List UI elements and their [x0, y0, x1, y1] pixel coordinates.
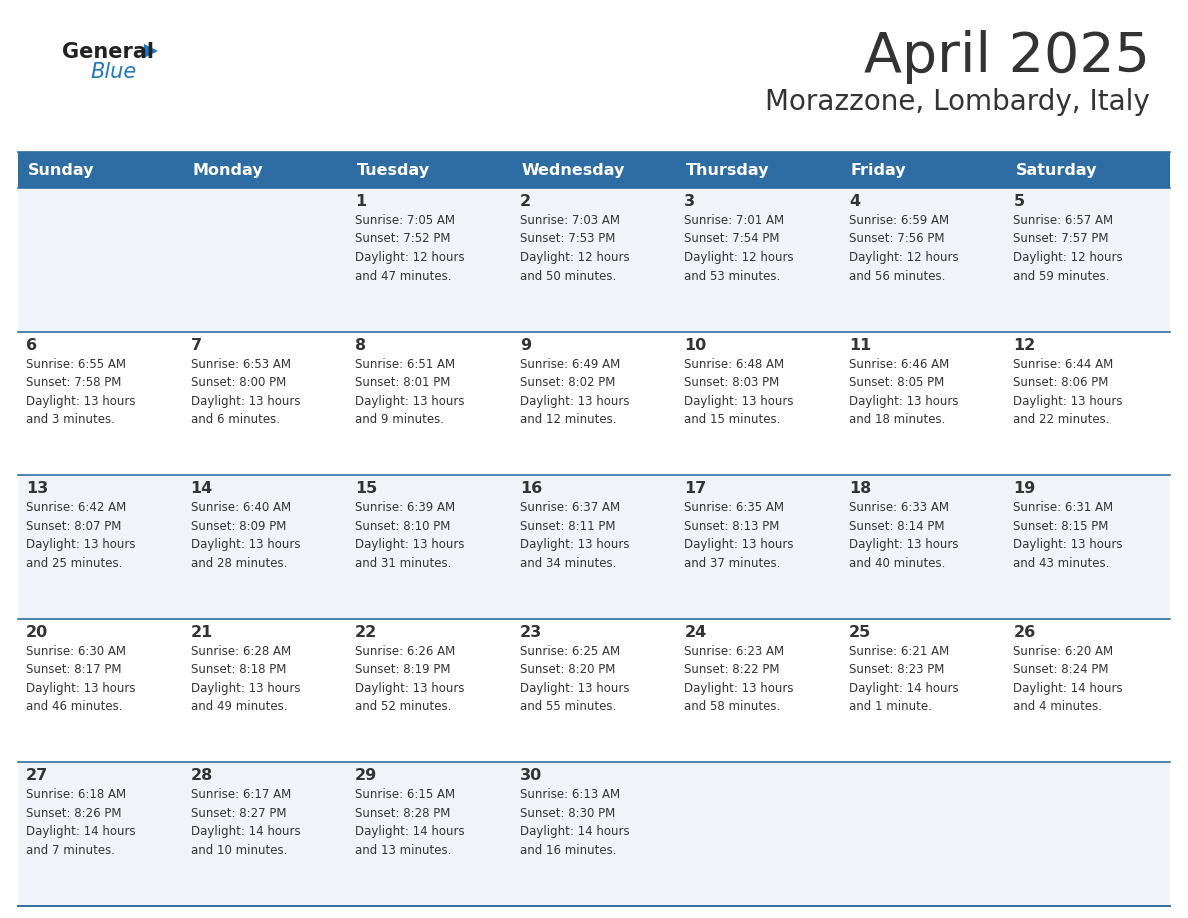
Text: Sunrise: 6:23 AM
Sunset: 8:22 PM
Daylight: 13 hours
and 58 minutes.: Sunrise: 6:23 AM Sunset: 8:22 PM Dayligh…: [684, 644, 794, 713]
Text: 8: 8: [355, 338, 366, 353]
Bar: [18, 619, 1170, 763]
Text: Sunrise: 6:13 AM
Sunset: 8:30 PM
Daylight: 14 hours
and 16 minutes.: Sunrise: 6:13 AM Sunset: 8:30 PM Dayligh…: [519, 789, 630, 856]
Text: Sunrise: 6:25 AM
Sunset: 8:20 PM
Daylight: 13 hours
and 55 minutes.: Sunrise: 6:25 AM Sunset: 8:20 PM Dayligh…: [519, 644, 630, 713]
Text: 12: 12: [1013, 338, 1036, 353]
Text: Sunrise: 6:30 AM
Sunset: 8:17 PM
Daylight: 13 hours
and 46 minutes.: Sunrise: 6:30 AM Sunset: 8:17 PM Dayligh…: [26, 644, 135, 713]
Text: 19: 19: [1013, 481, 1036, 497]
Text: General: General: [62, 42, 154, 62]
Bar: [18, 763, 1170, 906]
Text: Sunrise: 7:03 AM
Sunset: 7:53 PM
Daylight: 12 hours
and 50 minutes.: Sunrise: 7:03 AM Sunset: 7:53 PM Dayligh…: [519, 214, 630, 283]
Text: Sunrise: 6:49 AM
Sunset: 8:02 PM
Daylight: 13 hours
and 12 minutes.: Sunrise: 6:49 AM Sunset: 8:02 PM Dayligh…: [519, 358, 630, 426]
Text: 15: 15: [355, 481, 378, 497]
Text: 29: 29: [355, 768, 378, 783]
Text: 7: 7: [190, 338, 202, 353]
Text: Sunrise: 6:51 AM
Sunset: 8:01 PM
Daylight: 13 hours
and 9 minutes.: Sunrise: 6:51 AM Sunset: 8:01 PM Dayligh…: [355, 358, 465, 426]
Bar: [18, 476, 1170, 619]
Text: 23: 23: [519, 625, 542, 640]
Text: Sunrise: 6:40 AM
Sunset: 8:09 PM
Daylight: 13 hours
and 28 minutes.: Sunrise: 6:40 AM Sunset: 8:09 PM Dayligh…: [190, 501, 301, 570]
Text: Sunday: Sunday: [29, 162, 95, 177]
Text: Saturday: Saturday: [1016, 162, 1097, 177]
Text: 11: 11: [849, 338, 871, 353]
Text: Sunrise: 6:48 AM
Sunset: 8:03 PM
Daylight: 13 hours
and 15 minutes.: Sunrise: 6:48 AM Sunset: 8:03 PM Dayligh…: [684, 358, 794, 426]
Text: Sunrise: 6:44 AM
Sunset: 8:06 PM
Daylight: 13 hours
and 22 minutes.: Sunrise: 6:44 AM Sunset: 8:06 PM Dayligh…: [1013, 358, 1123, 426]
Text: 9: 9: [519, 338, 531, 353]
Text: Sunrise: 6:15 AM
Sunset: 8:28 PM
Daylight: 14 hours
and 13 minutes.: Sunrise: 6:15 AM Sunset: 8:28 PM Dayligh…: [355, 789, 465, 856]
Text: Sunrise: 6:59 AM
Sunset: 7:56 PM
Daylight: 12 hours
and 56 minutes.: Sunrise: 6:59 AM Sunset: 7:56 PM Dayligh…: [849, 214, 959, 283]
Text: Tuesday: Tuesday: [358, 162, 430, 177]
Text: Sunrise: 6:37 AM
Sunset: 8:11 PM
Daylight: 13 hours
and 34 minutes.: Sunrise: 6:37 AM Sunset: 8:11 PM Dayligh…: [519, 501, 630, 570]
Text: Sunrise: 6:55 AM
Sunset: 7:58 PM
Daylight: 13 hours
and 3 minutes.: Sunrise: 6:55 AM Sunset: 7:58 PM Dayligh…: [26, 358, 135, 426]
Text: April 2025: April 2025: [864, 30, 1150, 84]
Text: 3: 3: [684, 194, 695, 209]
Text: Sunrise: 6:46 AM
Sunset: 8:05 PM
Daylight: 13 hours
and 18 minutes.: Sunrise: 6:46 AM Sunset: 8:05 PM Dayligh…: [849, 358, 959, 426]
Text: 10: 10: [684, 338, 707, 353]
Text: Sunrise: 6:39 AM
Sunset: 8:10 PM
Daylight: 13 hours
and 31 minutes.: Sunrise: 6:39 AM Sunset: 8:10 PM Dayligh…: [355, 501, 465, 570]
Text: Sunrise: 6:57 AM
Sunset: 7:57 PM
Daylight: 12 hours
and 59 minutes.: Sunrise: 6:57 AM Sunset: 7:57 PM Dayligh…: [1013, 214, 1123, 283]
Text: 14: 14: [190, 481, 213, 497]
Text: 21: 21: [190, 625, 213, 640]
Text: Sunrise: 7:05 AM
Sunset: 7:52 PM
Daylight: 12 hours
and 47 minutes.: Sunrise: 7:05 AM Sunset: 7:52 PM Dayligh…: [355, 214, 465, 283]
Text: Friday: Friday: [851, 162, 906, 177]
Text: 18: 18: [849, 481, 871, 497]
Text: 22: 22: [355, 625, 378, 640]
Text: Sunrise: 6:20 AM
Sunset: 8:24 PM
Daylight: 14 hours
and 4 minutes.: Sunrise: 6:20 AM Sunset: 8:24 PM Dayligh…: [1013, 644, 1123, 713]
Text: 2: 2: [519, 194, 531, 209]
Text: Sunrise: 6:28 AM
Sunset: 8:18 PM
Daylight: 13 hours
and 49 minutes.: Sunrise: 6:28 AM Sunset: 8:18 PM Dayligh…: [190, 644, 301, 713]
Text: Sunrise: 6:53 AM
Sunset: 8:00 PM
Daylight: 13 hours
and 6 minutes.: Sunrise: 6:53 AM Sunset: 8:00 PM Dayligh…: [190, 358, 301, 426]
Text: Thursday: Thursday: [687, 162, 770, 177]
Text: Sunrise: 7:01 AM
Sunset: 7:54 PM
Daylight: 12 hours
and 53 minutes.: Sunrise: 7:01 AM Sunset: 7:54 PM Dayligh…: [684, 214, 794, 283]
Text: Sunrise: 6:33 AM
Sunset: 8:14 PM
Daylight: 13 hours
and 40 minutes.: Sunrise: 6:33 AM Sunset: 8:14 PM Dayligh…: [849, 501, 959, 570]
Text: Blue: Blue: [90, 62, 137, 82]
Text: 16: 16: [519, 481, 542, 497]
Bar: [18, 331, 1170, 476]
Bar: [18, 188, 1170, 331]
Text: Monday: Monday: [192, 162, 264, 177]
Text: 20: 20: [26, 625, 49, 640]
Text: Sunrise: 6:35 AM
Sunset: 8:13 PM
Daylight: 13 hours
and 37 minutes.: Sunrise: 6:35 AM Sunset: 8:13 PM Dayligh…: [684, 501, 794, 570]
Text: Sunrise: 6:21 AM
Sunset: 8:23 PM
Daylight: 14 hours
and 1 minute.: Sunrise: 6:21 AM Sunset: 8:23 PM Dayligh…: [849, 644, 959, 713]
Text: Sunrise: 6:18 AM
Sunset: 8:26 PM
Daylight: 14 hours
and 7 minutes.: Sunrise: 6:18 AM Sunset: 8:26 PM Dayligh…: [26, 789, 135, 856]
Text: 4: 4: [849, 194, 860, 209]
Text: 6: 6: [26, 338, 37, 353]
Text: 27: 27: [26, 768, 49, 783]
Polygon shape: [144, 44, 158, 58]
Text: 26: 26: [1013, 625, 1036, 640]
Text: 17: 17: [684, 481, 707, 497]
Text: 30: 30: [519, 768, 542, 783]
Text: 28: 28: [190, 768, 213, 783]
Text: 25: 25: [849, 625, 871, 640]
Text: Sunrise: 6:42 AM
Sunset: 8:07 PM
Daylight: 13 hours
and 25 minutes.: Sunrise: 6:42 AM Sunset: 8:07 PM Dayligh…: [26, 501, 135, 570]
Text: Sunrise: 6:31 AM
Sunset: 8:15 PM
Daylight: 13 hours
and 43 minutes.: Sunrise: 6:31 AM Sunset: 8:15 PM Dayligh…: [1013, 501, 1123, 570]
Text: Morazzone, Lombardy, Italy: Morazzone, Lombardy, Italy: [765, 88, 1150, 116]
Text: 5: 5: [1013, 194, 1024, 209]
Text: 13: 13: [26, 481, 49, 497]
Text: Sunrise: 6:17 AM
Sunset: 8:27 PM
Daylight: 14 hours
and 10 minutes.: Sunrise: 6:17 AM Sunset: 8:27 PM Dayligh…: [190, 789, 301, 856]
Text: 24: 24: [684, 625, 707, 640]
Text: 1: 1: [355, 194, 366, 209]
Bar: [18, 152, 1170, 188]
Text: Sunrise: 6:26 AM
Sunset: 8:19 PM
Daylight: 13 hours
and 52 minutes.: Sunrise: 6:26 AM Sunset: 8:19 PM Dayligh…: [355, 644, 465, 713]
Text: Wednesday: Wednesday: [522, 162, 625, 177]
